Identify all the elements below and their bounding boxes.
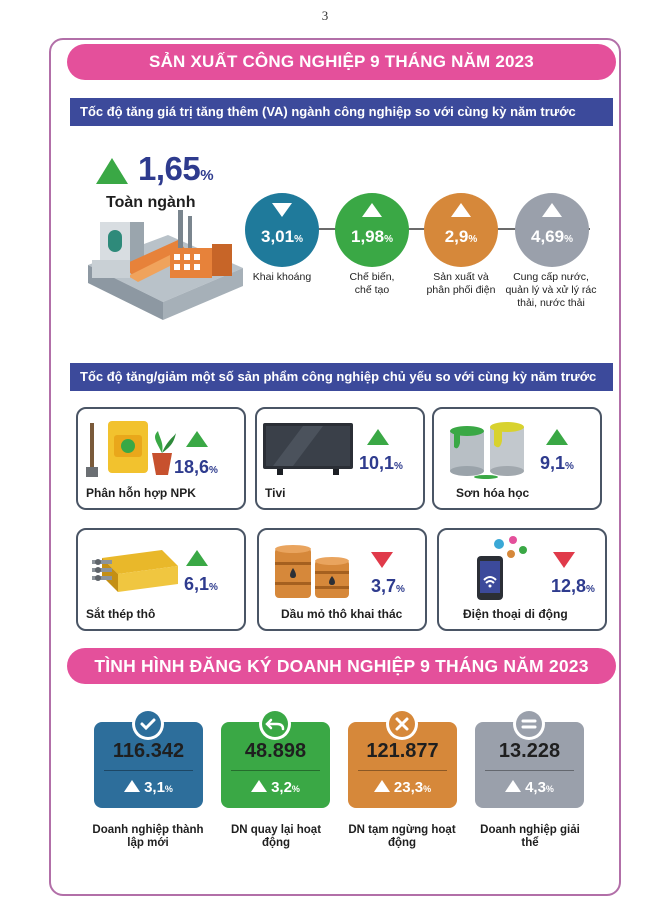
enterprise-count: 13.228 [498,740,561,762]
product-name: Sắt thép thô [86,607,156,621]
tv-icon [263,423,353,475]
enterprise-count: 116.342 [112,740,185,762]
va-heading: Tốc độ tăng giá trị tăng thêm (VA) ngành… [70,98,613,126]
product-card-npk: 18,6% Phân hỗn hợp NPK [76,407,246,510]
section-title-enterprise: TÌNH HÌNH ĐĂNG KÝ DOANH NGHIỆP 9 THÁNG N… [67,648,616,684]
down-arrow-icon [272,203,292,217]
up-arrow-icon [362,203,382,217]
fertilizer-icon [86,421,176,477]
up-arrow-icon [546,429,568,445]
steel-bars-icon [92,550,178,592]
up-arrow-icon [186,550,208,566]
up-arrow-icon [124,780,141,792]
enterprise-change: 23,3% [348,779,457,796]
total-label: Toàn ngành [106,194,196,211]
check-icon [132,708,164,740]
down-arrow-icon [553,552,575,568]
product-name: Điện thoại di động [463,607,568,621]
up-arrow-icon [505,780,522,792]
enterprise-suspended: 121.877 23,3% [348,722,457,808]
up-arrow-icon [186,431,208,447]
product-name: Sơn hóa học [456,486,530,500]
x-icon [386,708,418,740]
content-frame [49,38,621,896]
product-card-tv: 10,1% Tivi [255,407,425,510]
total-value: 1,65% [138,150,214,187]
up-arrow-icon [251,780,268,792]
product-value: 10,1% [359,453,403,473]
sector-mining: 3,01% Khai khoáng [243,193,321,284]
enterprise-change: 3,2% [221,779,330,796]
mobile-phone-icon [477,536,527,600]
sector-water-waste: 4,69% Cung cấp nước, quản lý và xử lý rá… [505,193,597,310]
sector-manufacturing: 1,98% Chế biến, chế tạo [333,193,411,297]
product-value: 9,1% [540,453,574,473]
sector-label: Sản xuất và phân phối điện [426,271,496,296]
up-arrow-icon [373,780,390,792]
page-number: 3 [321,8,329,23]
product-value: 18,6% [174,457,218,477]
product-name: Dầu mỏ thô khai thác [281,607,403,621]
down-arrow-icon [371,552,393,568]
product-name: Tivi [265,486,286,500]
product-value: 6,1% [184,574,218,594]
sector-circle: 4,69% [515,193,589,267]
product-value: 12,8% [551,576,595,596]
up-arrow-icon [542,203,562,217]
sector-circle: 1,98% [335,193,409,267]
sector-circle: 3,01% [245,193,319,267]
enterprise-label: DN tạm ngừng hoạt động [348,824,456,849]
sector-circle: 2,9% [424,193,498,267]
enterprise-count: 48.898 [244,740,307,762]
product-card-steel: 6,1% Sắt thép thô [76,528,246,631]
up-arrow-icon [451,203,471,217]
enterprise-label: DN quay lại hoạt động [230,824,322,849]
up-arrow-icon [96,158,128,184]
enterprise-label: Doanh nghiệp thành lập mới [92,824,204,849]
sector-label: Chế biến, chế tạo [349,271,395,296]
product-card-mobile-phone: 12,8% Điện thoại di động [437,528,607,631]
paint-can-icon [450,422,524,479]
return-arrow-icon [259,708,291,740]
sector-label: Khai khoáng [252,271,312,283]
enterprise-label: Doanh nghiệp giải thể [480,824,580,849]
oil-barrel-icon [275,545,349,598]
sector-label: Cung cấp nước, quản lý và xử lý rác thải… [505,271,597,309]
enterprise-count: 121.877 [366,740,439,762]
factory-icon [88,210,243,320]
products-heading: Tốc độ tăng/giảm một số sản phẩm công ng… [70,363,613,391]
enterprise-change: 4,3% [475,779,584,796]
equals-icon [513,708,545,740]
enterprise-change: 3,1% [94,779,203,796]
sector-electricity: 2,9% Sản xuất và phân phối điện [422,193,500,297]
section-title-industry: SẢN XUẤT CÔNG NGHIỆP 9 THÁNG NĂM 2023 [67,44,616,80]
product-value: 3,7% [371,576,405,596]
product-name: Phân hỗn hợp NPK [86,486,196,500]
up-arrow-icon [367,429,389,445]
product-card-paint: 9,1% Sơn hóa học [432,407,602,510]
product-card-crude-oil: 3,7% Dầu mỏ thô khai thác [257,528,427,631]
